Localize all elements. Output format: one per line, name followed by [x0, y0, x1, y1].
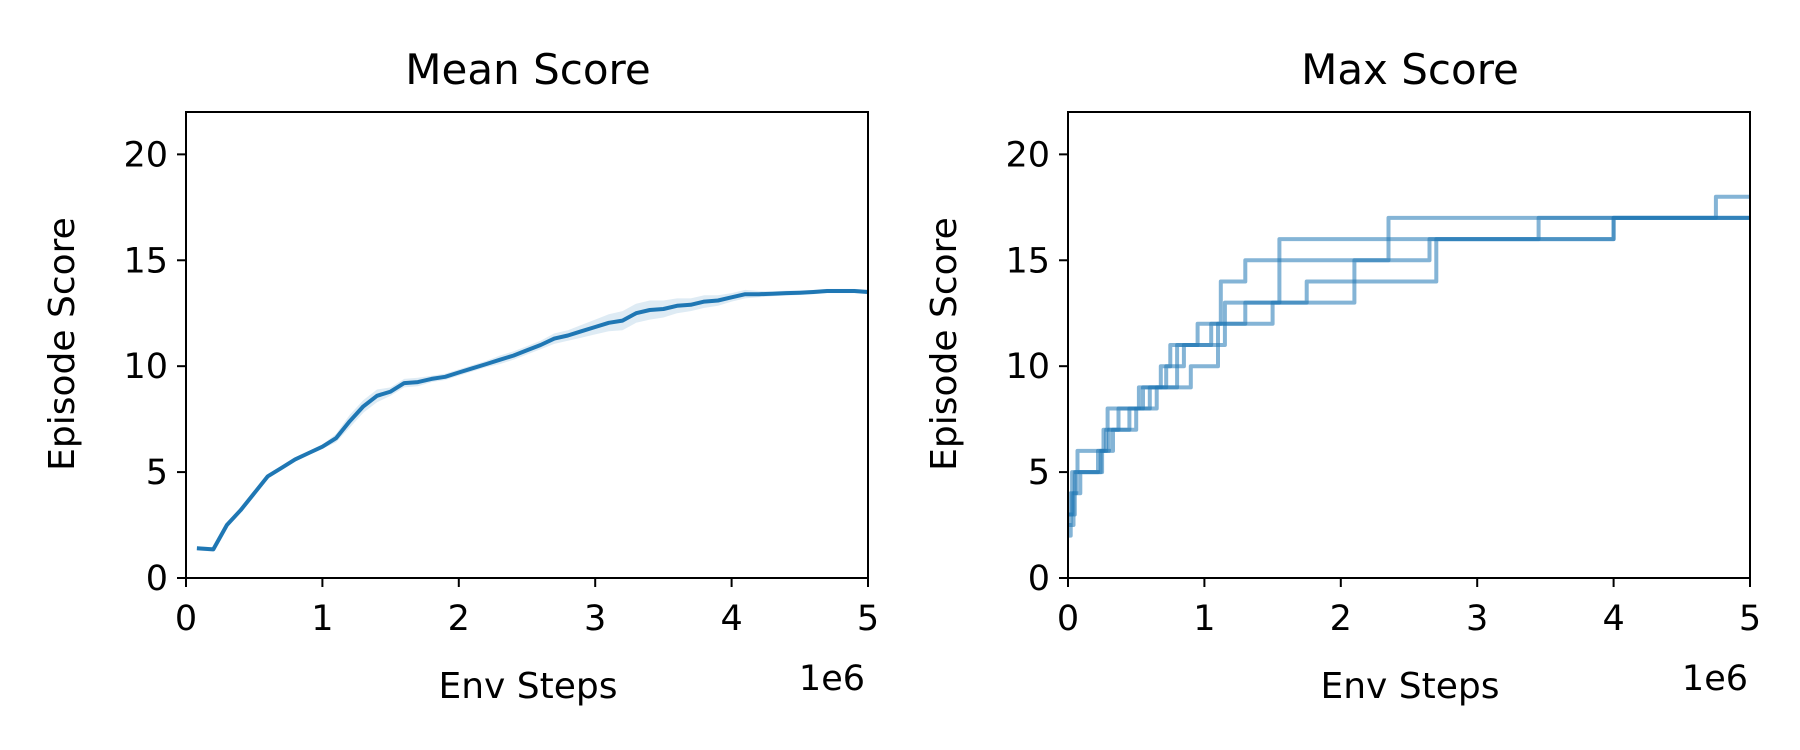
max-score-panel: Max Score Env Steps Episode Score 1e6 0 1…: [924, 45, 1761, 707]
mean-score-x-tick-label: 2: [448, 599, 470, 639]
mean-score-x-tick-label: 1: [311, 599, 333, 639]
max-score-x-tick-label: 1: [1193, 599, 1215, 639]
max-score-y-tick-label: 5: [1028, 453, 1050, 493]
max-score-x-tick-label: 2: [1330, 599, 1352, 639]
mean-score-y-tick-label: 15: [123, 241, 168, 281]
mean-score-ylabel: Episode Score: [42, 217, 83, 471]
mean-score-y-tick-label: 5: [146, 453, 168, 493]
mean-score-plot-area: 0 1 2 3 4 5 0 5 10 15 20: [123, 135, 879, 639]
mean-score-series-line-1: [196, 289, 869, 552]
max-score-y-tick-label: 20: [1005, 135, 1050, 175]
mean-score-title: Mean Score: [405, 45, 650, 94]
max-score-x-tick-label: 3: [1466, 599, 1488, 639]
max-score-x-tick-label: 4: [1602, 599, 1624, 639]
max-score-y-tick-label: 0: [1028, 559, 1050, 599]
max-score-y-tick-label: 10: [1005, 347, 1050, 387]
max-score-x-tick-label: 5: [1739, 599, 1761, 639]
mean-score-x-tick-label: 5: [857, 599, 879, 639]
mean-score-y-tick-label: 0: [146, 559, 168, 599]
mean-score-x-tick-label: 4: [720, 599, 742, 639]
max-score-xlabel: Env Steps: [1320, 666, 1499, 707]
max-score-plot-area: 0 1 2 3 4 5 0 5 10 15 20: [1005, 135, 1761, 639]
mean-score-x-offset-label: 1e6: [799, 659, 865, 699]
mean-score-axes-frame: [185, 111, 869, 579]
mean-score-y-tick-label: 10: [123, 347, 168, 387]
max-score-axes-frame: [1067, 111, 1751, 579]
max-score-title: Max Score: [1301, 45, 1519, 94]
max-score-x-offset-label: 1e6: [1682, 659, 1748, 699]
max-score-x-tick-label: 0: [1057, 599, 1079, 639]
mean-score-panel: Mean Score Env Steps Episode Score 1e6 0…: [42, 45, 879, 707]
mean-score-y-tick-label: 20: [123, 135, 168, 175]
max-score-y-tick-label: 15: [1005, 241, 1050, 281]
mean-score-x-tick-label: 0: [175, 599, 197, 639]
max-score-ylabel: Episode Score: [924, 217, 965, 471]
mean-score-x-tick-label: 3: [584, 599, 606, 639]
max-score-series-line-4: [1068, 215, 1750, 527]
mean-score-xlabel: Env Steps: [438, 666, 617, 707]
